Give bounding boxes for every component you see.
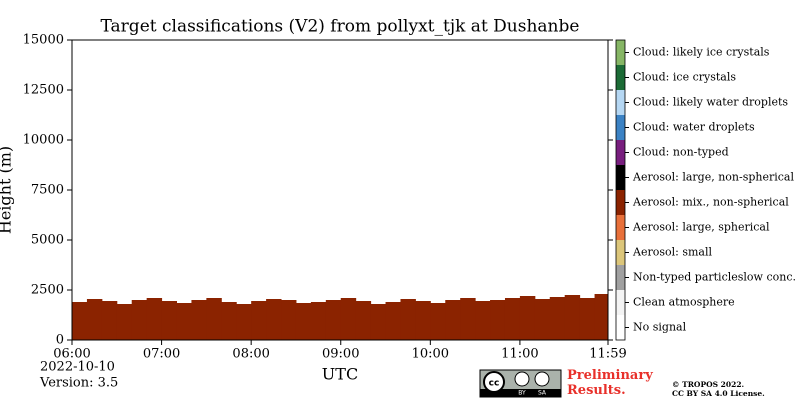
class-label: Cloud: water droplets xyxy=(633,121,755,134)
logo-by-icon xyxy=(514,371,530,387)
class-column xyxy=(72,302,88,340)
x-tick-label: 07:00 xyxy=(143,347,180,362)
class-column xyxy=(86,299,103,340)
y-tick-label: 0 xyxy=(56,333,64,348)
class-label: Aerosol: mix., non-spherical xyxy=(632,196,789,209)
notice: Preliminary Results. xyxy=(567,368,653,398)
class-column xyxy=(131,300,148,340)
colorbar-band xyxy=(616,90,625,115)
class-column xyxy=(206,298,222,340)
class-column xyxy=(340,298,357,340)
class-column xyxy=(370,304,387,340)
y-tick-label: 10000 xyxy=(23,133,64,148)
class-label: Cloud: non-typed xyxy=(633,146,729,159)
class-column xyxy=(236,304,252,340)
class-column xyxy=(266,299,282,340)
class-label: Cloud: likely ice crystals xyxy=(633,46,770,59)
x-axis-label: UTC xyxy=(322,365,358,384)
class-label: Non-typed particleslow conc. xyxy=(633,271,796,284)
class-column xyxy=(355,301,372,340)
colorbar-band xyxy=(616,290,625,315)
class-column xyxy=(594,294,609,340)
colorbar-band xyxy=(616,190,625,215)
x-tick-label: 10:00 xyxy=(412,347,449,362)
class-column xyxy=(490,300,506,340)
date: 2022-10-10 xyxy=(40,360,115,375)
class-column xyxy=(400,299,416,340)
class-column xyxy=(445,300,461,340)
class-label: Cloud: likely water droplets xyxy=(633,96,788,109)
class-column xyxy=(161,301,178,340)
version: Version: 3.5 xyxy=(39,376,118,391)
plot-frame xyxy=(71,39,609,341)
colorbar-band xyxy=(616,115,625,140)
class-column xyxy=(221,302,237,340)
colorbar-band xyxy=(616,240,625,265)
logo-band xyxy=(480,389,561,397)
colorbar-band xyxy=(616,65,625,90)
class-label: Aerosol: small xyxy=(632,246,712,259)
class-column xyxy=(191,300,207,340)
x-tick-label: 09:00 xyxy=(322,347,359,362)
class-column xyxy=(251,301,267,340)
class-column xyxy=(475,301,491,340)
cc-logo: cc BY SA xyxy=(479,369,562,398)
class-column xyxy=(146,298,163,340)
colorbar-band xyxy=(616,315,625,340)
y-tick-label: 15000 xyxy=(23,33,64,48)
logo-by: BY xyxy=(518,390,526,397)
chart-title: Target classifications (V2) from pollyxt… xyxy=(101,17,580,37)
logo-cc xyxy=(483,371,505,393)
class-label: Aerosol: large, non-spherical xyxy=(632,171,794,184)
x-tick-label: 08:00 xyxy=(232,347,269,362)
colorbar-band xyxy=(616,215,625,240)
logo-sa-icon xyxy=(534,371,550,387)
class-column xyxy=(310,302,327,340)
class-column xyxy=(504,298,521,340)
y-tick-label: 5000 xyxy=(31,233,64,248)
colorbar-frame xyxy=(615,39,626,341)
class-column xyxy=(415,301,431,340)
class-column xyxy=(295,303,312,340)
notice-box: Preliminary Results. xyxy=(567,368,653,398)
class-column xyxy=(385,302,401,340)
class-column xyxy=(430,303,446,340)
class-column xyxy=(534,299,551,340)
logo-cc-text: cc xyxy=(489,379,500,389)
class-label: No signal xyxy=(633,321,687,334)
copyright: © TROPOS 2022. xyxy=(672,380,744,389)
class-label: Clean atmosphere xyxy=(633,296,735,309)
colorbar-band xyxy=(616,40,625,65)
y-axis-label: Height (m) xyxy=(0,146,15,234)
y-tick-label: 7500 xyxy=(31,183,64,198)
y-tick-label: 12500 xyxy=(23,83,64,98)
class-column xyxy=(116,304,133,340)
class-label: Aerosol: large, spherical xyxy=(632,221,770,234)
x-tick-label: 11:59 xyxy=(589,347,626,362)
license: CC BY SA 4.0 License. xyxy=(672,389,765,398)
colorbar-band xyxy=(616,140,625,165)
x-tick-label: 06:00 xyxy=(53,347,90,362)
y-tick-label: 2500 xyxy=(31,283,64,298)
x-tick-label: 11:00 xyxy=(501,347,538,362)
class-column xyxy=(549,297,566,340)
class-column xyxy=(579,298,596,340)
class-column xyxy=(564,295,581,340)
class-column xyxy=(460,298,476,340)
class-column xyxy=(325,300,342,340)
logo-sa: SA xyxy=(538,390,547,397)
class-column xyxy=(101,301,118,340)
class-column xyxy=(281,300,297,340)
class-label: Cloud: ice crystals xyxy=(633,71,736,84)
colorbar-band xyxy=(616,265,625,290)
class-column xyxy=(176,303,192,340)
colorbar-band xyxy=(616,165,625,190)
class-column xyxy=(519,296,536,340)
